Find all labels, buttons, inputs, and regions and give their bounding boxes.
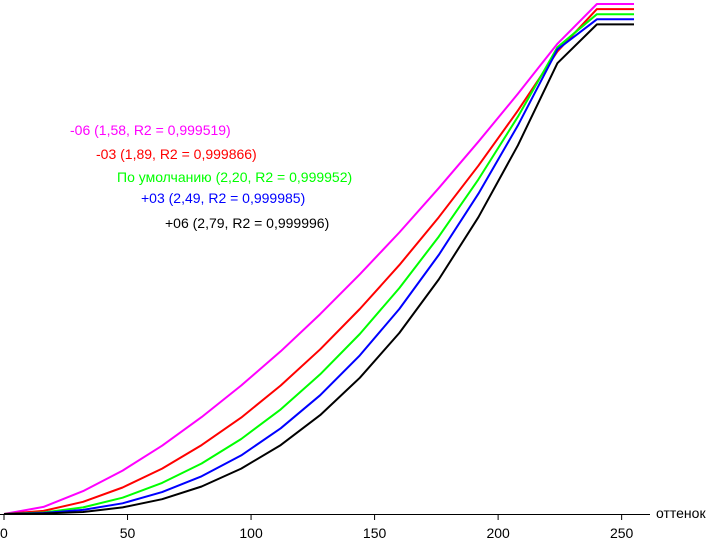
legend-item-3: +03 (2,49, R2 = 0,999985) [141, 190, 305, 206]
legend-item-1: -03 (1,89, R2 = 0,999866) [96, 146, 257, 162]
x-tick-label: 0 [0, 525, 8, 541]
x-tick-label: 200 [486, 525, 510, 541]
x-tick-label: 250 [610, 525, 634, 541]
x-tick-label: 150 [363, 525, 387, 541]
legend-item-0: -06 (1,58, R2 = 0,999519) [70, 122, 231, 138]
x-ticks-group: 0 50 100 150 200 250 [0, 514, 634, 541]
series-line-0 [3, 3, 634, 515]
x-tick-label: 100 [239, 525, 263, 541]
series-line-3 [3, 18, 634, 515]
series-line-4 [3, 23, 634, 515]
x-axis-title: оттенок [656, 505, 706, 521]
legend: -06 (1,58, R2 = 0,999519) -03 (1,89, R2 =… [70, 122, 352, 231]
series-line-1 [3, 8, 634, 515]
x-tick-label: 50 [120, 525, 136, 541]
legend-item-4: +06 (2,79, R2 = 0,999996) [165, 215, 329, 231]
series-line-2 [3, 13, 634, 515]
curves-group [3, 3, 634, 515]
legend-item-2: По умолчанию (2,20, R2 = 0,999952) [117, 169, 352, 185]
